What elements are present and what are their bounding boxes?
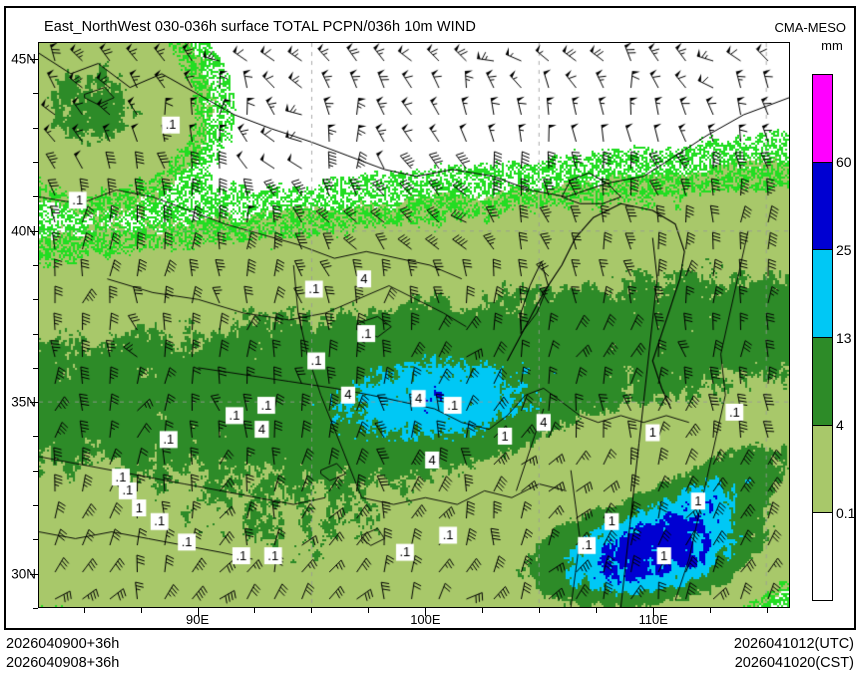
y-axis-minor-tick [33, 470, 38, 472]
y-axis-tick [30, 402, 38, 404]
x-axis-label-90E: 90E [185, 612, 210, 627]
y-axis-tick [30, 573, 38, 575]
colorbar-tick-4: 4 [836, 417, 844, 434]
colorbar-tick-60: 60 [836, 153, 852, 170]
x-axis-tick [425, 608, 427, 616]
y-axis-minor-tick [33, 436, 38, 438]
y-axis-label-30N: 30N [11, 566, 36, 582]
x-axis-tick [197, 608, 199, 616]
colorbar-tick-0.1: 0.1 [836, 505, 856, 522]
page-title: East_NorthWest 030-036h surface TOTAL PC… [44, 19, 476, 35]
y-axis-minor-tick [33, 264, 38, 266]
colorbar-unit-label: mm [821, 38, 843, 53]
footer-valid-cst: 2026041020(CST) [734, 655, 854, 671]
y-axis-minor-tick [33, 539, 38, 541]
y-axis-minor-tick [33, 299, 38, 301]
x-axis-label-110E: 110E [638, 612, 668, 627]
colorbar-cell-2 [813, 338, 832, 426]
x-axis-minor-tick [140, 608, 142, 613]
footer-valid-utc: 2026041012(UTC) [733, 636, 854, 652]
x-axis-minor-tick [368, 608, 370, 613]
y-axis-tick [30, 59, 38, 61]
x-axis-minor-tick [539, 608, 541, 613]
y-axis-minor-tick [33, 505, 38, 507]
colorbar-cell-4 [813, 162, 832, 251]
x-axis-minor-tick [254, 608, 256, 613]
y-axis-label-35N: 35N [11, 394, 36, 410]
x-axis-minor-tick [482, 608, 484, 613]
x-axis-minor-tick [83, 608, 85, 613]
colorbar-cell-1 [813, 425, 832, 514]
model-source-label: CMA-MESO [774, 20, 847, 35]
precipitation-wind-canvas [39, 43, 789, 607]
colorbar-cell-3 [813, 250, 832, 339]
x-axis-tick [653, 608, 655, 616]
colorbar-cell-0 [813, 513, 832, 601]
y-axis-minor-tick [33, 333, 38, 335]
colorbar-tick-13: 13 [836, 329, 852, 346]
y-axis-minor-tick [33, 608, 38, 609]
precipitation-colorbar [812, 74, 833, 601]
x-axis-minor-tick [710, 608, 712, 613]
footer-init-utc: 2026040900+36h [6, 636, 120, 652]
y-axis-minor-tick [33, 367, 38, 369]
y-axis-minor-tick [33, 162, 38, 164]
y-axis-minor-tick [33, 196, 38, 198]
y-axis-minor-tick [33, 127, 38, 129]
x-axis-minor-tick [311, 608, 313, 613]
x-axis-label-100E: 100E [410, 612, 441, 627]
x-axis-minor-tick [767, 608, 769, 613]
colorbar-cell-5 [813, 75, 832, 163]
colorbar-tick-25: 25 [836, 241, 852, 258]
x-axis-minor-tick [596, 608, 598, 613]
y-axis-tick [30, 230, 38, 232]
map-plot-area [38, 42, 790, 608]
y-axis-label-45N: 45N [11, 51, 36, 67]
y-axis-minor-tick [33, 93, 38, 95]
footer-init-cst: 2026040908+36h [6, 655, 120, 671]
y-axis-label-40N: 40N [11, 223, 36, 239]
